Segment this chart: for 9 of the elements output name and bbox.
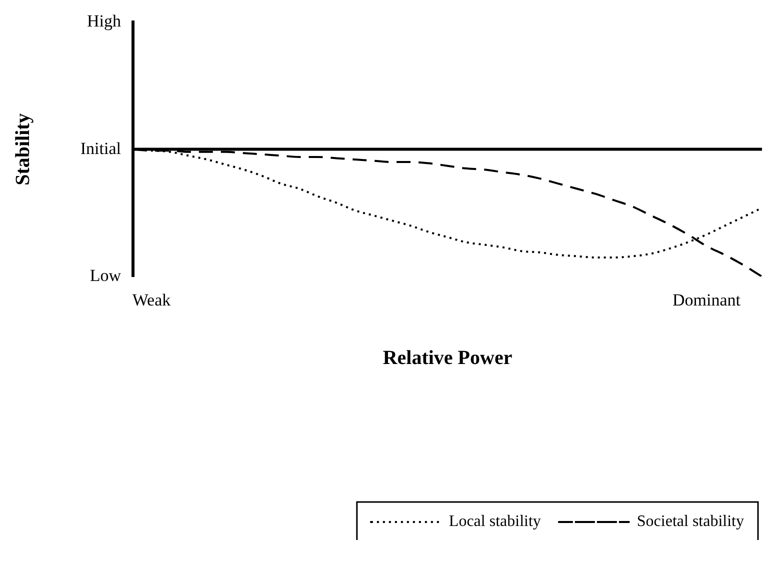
y-axis-title: Stability <box>12 113 34 186</box>
text: Low <box>90 266 122 286</box>
x-tick-label: Weak <box>132 290 172 310</box>
legend-label: Local stability <box>448 513 541 530</box>
x-tick-label: Dominant <box>672 290 741 310</box>
x-axis-title: Relative Power <box>382 347 512 370</box>
ref-line-label: Initial <box>80 138 122 158</box>
text: High <box>87 11 122 30</box>
legend-label: Societal stability <box>636 513 744 530</box>
